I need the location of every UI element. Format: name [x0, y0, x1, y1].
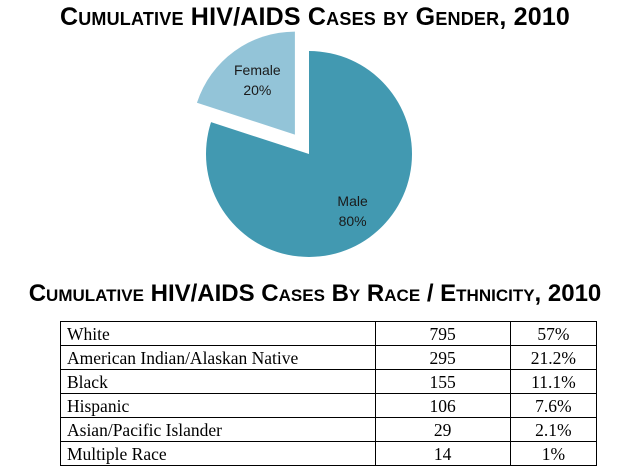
race-label-cell: American Indian/Alaskan Native: [60, 345, 376, 370]
race-label-cell: Multiple Race: [60, 441, 376, 466]
table-row: Asian/Pacific Islander 29 2.1%: [60, 417, 598, 442]
race-label-cell: Black: [60, 369, 376, 394]
race-table-title: Cumulative HIV/AIDS Cases By Race / Ethn…: [28, 280, 602, 307]
slice-value-label: 20%: [243, 82, 271, 98]
percent-cell: 7.6%: [509, 393, 598, 418]
percent-cell: 57%: [509, 321, 598, 346]
case-count-cell: 29: [374, 417, 511, 442]
table-row: White 795 57%: [60, 321, 598, 346]
case-count-cell: 795: [374, 321, 511, 346]
race-label-cell: Asian/Pacific Islander: [60, 417, 376, 442]
case-count-cell: 106: [374, 393, 511, 418]
percent-cell: 1%: [509, 441, 598, 466]
race-label-cell: Hispanic: [60, 393, 376, 418]
percent-cell: 2.1%: [509, 417, 598, 442]
table-row: American Indian/Alaskan Native 295 21.2%: [60, 345, 598, 370]
case-count-cell: 14: [374, 441, 511, 466]
table-row: Multiple Race 14 1%: [60, 441, 598, 466]
case-count-cell: 155: [374, 369, 511, 394]
case-count-cell: 295: [374, 345, 511, 370]
percent-cell: 21.2%: [509, 345, 598, 370]
gender-pie-chart: Male 80% Female 20%: [196, 31, 412, 257]
gender-chart-title: Cumulative HIV/AIDS Cases by Gender, 201…: [59, 3, 571, 31]
table-row: Black 155 11.1%: [60, 369, 598, 394]
slice-name-label: Male: [337, 193, 368, 209]
pie-slice-female: [196, 31, 295, 135]
race-ethnicity-table: White 795 57% American Indian/Alaskan Nativ…: [60, 321, 598, 466]
slice-name-label: Female: [234, 62, 281, 78]
slice-value-label: 80%: [339, 213, 367, 229]
percent-cell: 11.1%: [509, 369, 598, 394]
race-label-cell: White: [60, 321, 376, 346]
race-table-body: White 795 57% American Indian/Alaskan Nativ…: [60, 321, 598, 466]
pie-slice-male: [205, 51, 412, 257]
table-row: Hispanic 106 7.6%: [60, 393, 598, 418]
